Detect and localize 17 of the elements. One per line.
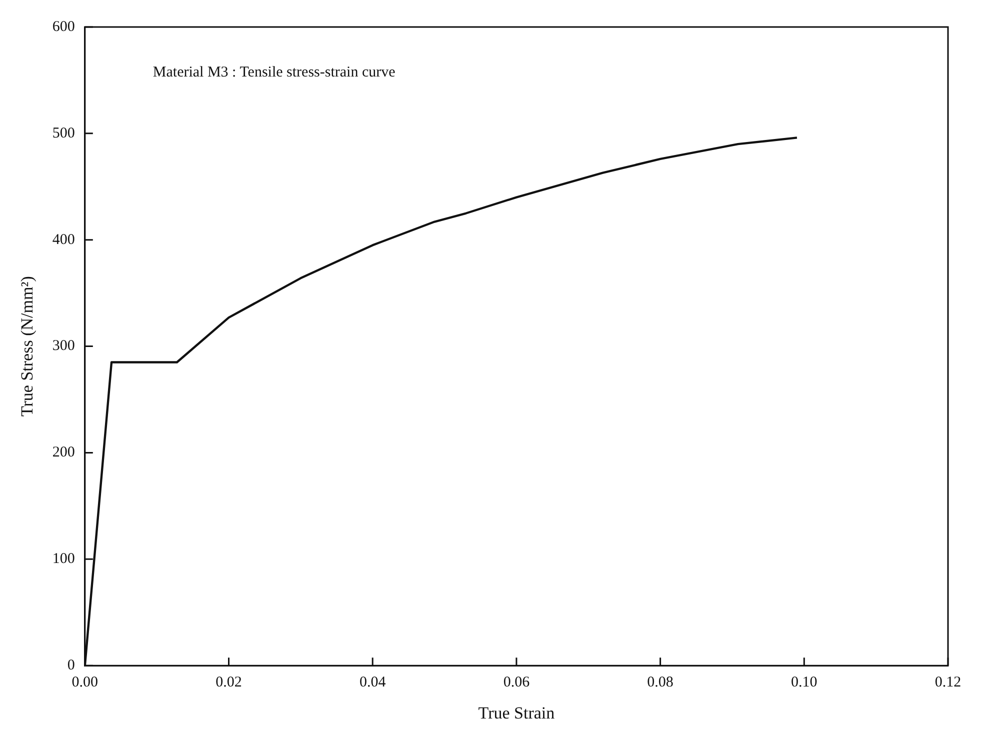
x-tick-label: 0.06: [503, 674, 530, 691]
y-tick-label: 600: [52, 18, 75, 35]
x-tick-label: 0.10: [791, 674, 818, 691]
x-tick-label: 0.00: [72, 674, 98, 691]
y-tick-label: 500: [52, 125, 75, 142]
x-axis-title: True Strain: [478, 703, 556, 722]
x-tick-label: 0.04: [359, 674, 386, 691]
y-tick-label: 100: [52, 551, 75, 568]
y-tick-label: 300: [52, 338, 75, 354]
annotation: Material M3 : Tensile stress-strain curve: [152, 64, 396, 80]
y-tick-label: 400: [52, 232, 75, 248]
y-axis-title: True Stress (N/mm²): [18, 276, 37, 417]
x-tick-label: 0.12: [934, 674, 962, 691]
y-tick-label: 0: [67, 658, 75, 674]
x-tick-label: 0.02: [216, 674, 242, 691]
x-tick-label: 0.08: [647, 674, 674, 691]
y-tick-label: 200: [52, 444, 75, 461]
